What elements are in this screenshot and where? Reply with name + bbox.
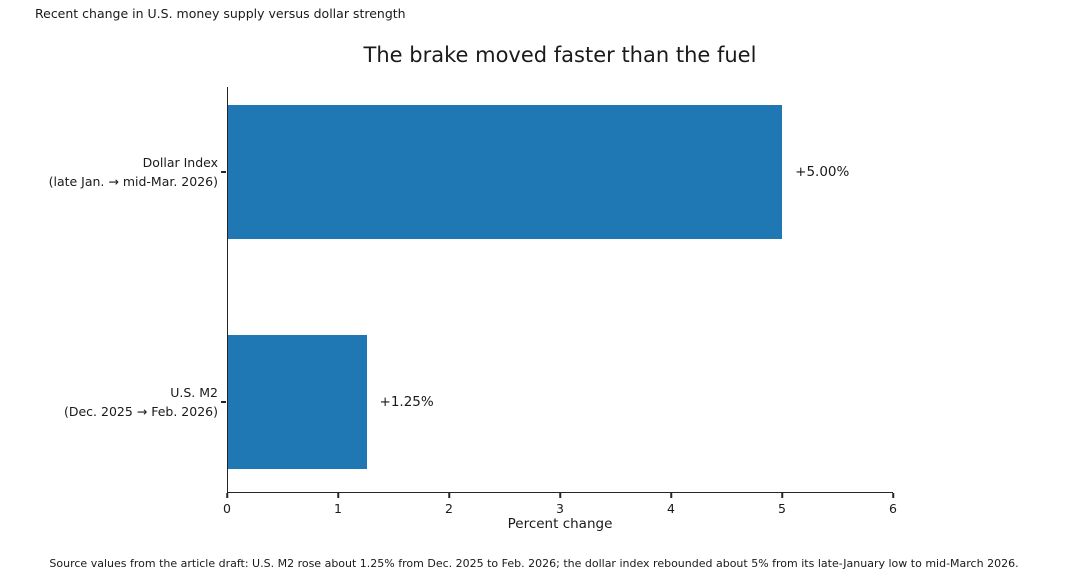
x-tick-mark	[781, 493, 783, 498]
x-tick-label: 1	[334, 501, 342, 516]
x-tick-mark	[226, 493, 228, 498]
category-period: (Dec. 2025 → Feb. 2026)	[63, 404, 218, 419]
figure-subtitle: Recent change in U.S. money supply versu…	[35, 6, 406, 21]
x-tick-mark	[559, 493, 561, 498]
y-tick-mark	[221, 171, 226, 173]
y-tick-mark	[221, 401, 226, 403]
x-tick-label: 0	[223, 501, 231, 516]
chart-title: The brake moved faster than the fuel	[363, 43, 757, 67]
x-tick-mark	[670, 493, 672, 498]
y-tick-label-dollar-index: Dollar Index (late Jan. → mid-Mar. 2026)	[0, 153, 218, 191]
x-axis-label: Percent change	[507, 516, 613, 532]
x-tick-label: 2	[445, 501, 453, 516]
category-period: (late Jan. → mid-Mar. 2026)	[48, 174, 218, 189]
bar-dollar-index	[228, 105, 783, 239]
bar-us-m2	[228, 335, 367, 469]
category-name: Dollar Index	[142, 155, 218, 170]
value-label-dollar-index: +5.00%	[795, 164, 850, 180]
x-tick-mark	[337, 493, 339, 498]
value-label-us-m2: +1.25%	[379, 394, 434, 410]
x-tick-mark	[448, 493, 450, 498]
x-tick-label: 4	[667, 501, 675, 516]
plot-area: +5.00% +1.25%	[227, 87, 893, 493]
x-tick-label: 3	[556, 501, 564, 516]
category-name: U.S. M2	[170, 385, 218, 400]
source-note: Source values from the article draft: U.…	[49, 557, 1019, 570]
x-tick-mark	[892, 493, 894, 498]
x-tick-label: 5	[778, 501, 786, 516]
y-tick-label-us-m2: U.S. M2 (Dec. 2025 → Feb. 2026)	[0, 383, 218, 421]
x-tick-label: 6	[889, 501, 897, 516]
